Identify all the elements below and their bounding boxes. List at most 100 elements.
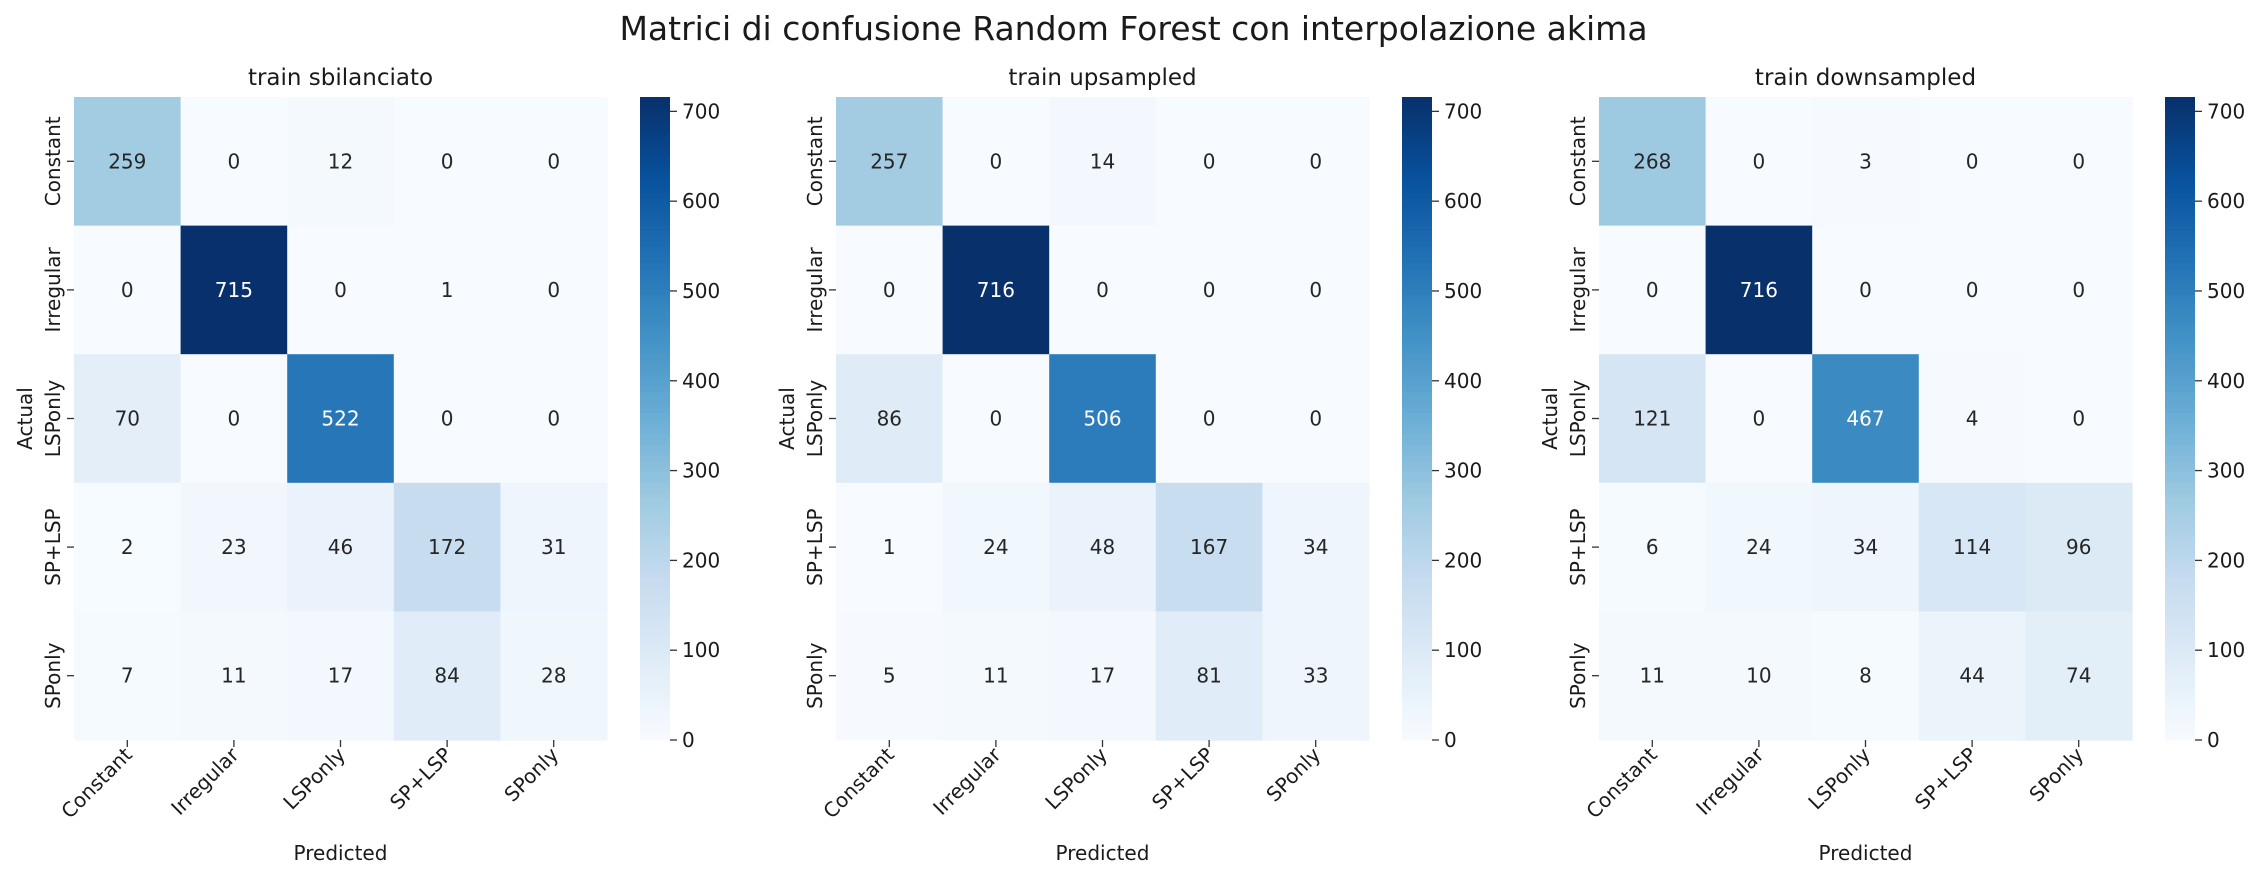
cell-value-label: 268 [1633, 149, 1671, 173]
colorbar-segment [1402, 632, 1432, 639]
heatmap-cell [1812, 225, 1920, 355]
colorbar-segment [1402, 429, 1432, 436]
colorbar-segment [1402, 354, 1432, 361]
colorbar-tick-label: 200 [1444, 548, 1482, 572]
x-tick-label-lsponly: LSPonly [1040, 742, 1112, 814]
heatmap-cell [1599, 611, 1707, 741]
y-tick-label-irregular: Irregular [41, 246, 65, 332]
heatmap-cell [1599, 97, 1707, 227]
colorbar-segment [640, 718, 670, 725]
cell-value-label: 0 [547, 149, 560, 173]
colorbar-segment [1402, 220, 1432, 227]
heatmap-cell [1262, 482, 1370, 612]
colorbar-segment [640, 123, 670, 130]
x-tick-label-constant: Constant [818, 742, 899, 823]
heatmap-cell [180, 482, 288, 612]
colorbar-segment [2165, 166, 2195, 173]
heatmap-cell [1155, 482, 1263, 612]
colorbar-segment [2165, 145, 2195, 152]
colorbar-segment [2165, 445, 2195, 452]
colorbar-segment [1402, 295, 1432, 302]
x-tick-label-constant: Constant [56, 742, 137, 823]
heatmap-cell [836, 354, 944, 484]
heatmap-cell [1705, 97, 1813, 227]
colorbar-segment [640, 595, 670, 602]
colorbar-segment [1402, 214, 1432, 221]
cell-value-label: 11 [1640, 664, 1665, 688]
colorbar-segment [1402, 311, 1432, 318]
colorbar-segment [2165, 123, 2195, 130]
colorbar-tick-label: 500 [1444, 279, 1482, 303]
colorbar-segment [1402, 284, 1432, 291]
colorbar-segment [2165, 311, 2195, 318]
heatmap-cell [1918, 354, 2026, 484]
colorbar-segment [1402, 257, 1432, 264]
cell-value-label: 0 [883, 278, 896, 302]
colorbar-segment [640, 600, 670, 607]
colorbar-segment [2165, 225, 2195, 232]
cell-value-label: 0 [1966, 149, 1979, 173]
colorbar-segment [1402, 209, 1432, 216]
cell-value-label: 0 [228, 149, 241, 173]
colorbar-segment [2165, 252, 2195, 259]
cell-value-label: 257 [870, 149, 908, 173]
colorbar-tick-label: 600 [2207, 189, 2245, 213]
cell-value-label: 70 [115, 407, 140, 431]
colorbar-segment [1402, 525, 1432, 532]
colorbar-segment [1402, 654, 1432, 661]
colorbar-segment [1402, 263, 1432, 270]
colorbar-segment [2165, 482, 2195, 489]
colorbar-segment [640, 402, 670, 409]
colorbar-segment [640, 520, 670, 527]
colorbar-tick-label: 400 [682, 369, 720, 393]
colorbar-segment [2165, 493, 2195, 500]
heatmap-cell [1049, 225, 1157, 355]
colorbar-segment [1402, 252, 1432, 259]
heatmap-cell [74, 225, 182, 355]
cell-value-label: 0 [334, 278, 347, 302]
colorbar-segment [2165, 150, 2195, 157]
colorbar-segment [2165, 407, 2195, 414]
colorbar-segment [2165, 675, 2195, 682]
colorbar-segment [640, 263, 670, 270]
cell-value-label: 1 [883, 535, 896, 559]
colorbar-segment [2165, 520, 2195, 527]
colorbar-segment [2165, 498, 2195, 505]
colorbar-segment [1402, 139, 1432, 146]
cell-value-label: 0 [990, 407, 1003, 431]
colorbar-segment [2165, 606, 2195, 612]
colorbar-segment [2165, 236, 2195, 243]
colorbar-segment [1402, 504, 1432, 511]
heatmap-cell [180, 611, 288, 741]
colorbar-segment [640, 134, 670, 141]
heatmap-cell [1918, 225, 2026, 355]
colorbar-segment [640, 102, 670, 109]
colorbar-segment [640, 289, 670, 296]
colorbar-segment [2165, 702, 2195, 709]
colorbar-segment [1402, 643, 1432, 650]
colorbar-segment [1402, 182, 1432, 189]
colorbar-segment [2165, 627, 2195, 634]
cell-value-label: 716 [977, 278, 1015, 302]
y-axis-label: Actual [13, 387, 37, 450]
y-tick-label-sp-lsp: SP+LSP [803, 508, 827, 585]
colorbar-segment [1402, 198, 1432, 205]
colorbar-segment [2165, 161, 2195, 168]
cell-value-label: 7 [121, 664, 134, 688]
heatmap-cell [500, 225, 608, 355]
heatmap-cell [1155, 97, 1263, 227]
colorbar-segment [640, 439, 670, 446]
colorbar-segment [2165, 568, 2195, 575]
colorbar-segment [640, 648, 670, 655]
colorbar-segment [2165, 557, 2195, 564]
colorbar-segment [2165, 541, 2195, 548]
colorbar-tick-label: 200 [682, 548, 720, 572]
colorbar-segment [640, 702, 670, 709]
colorbar-segment [640, 536, 670, 543]
cell-value-label: 3 [1859, 149, 1872, 173]
colorbar-segment [640, 284, 670, 291]
colorbar-segment [640, 547, 670, 554]
